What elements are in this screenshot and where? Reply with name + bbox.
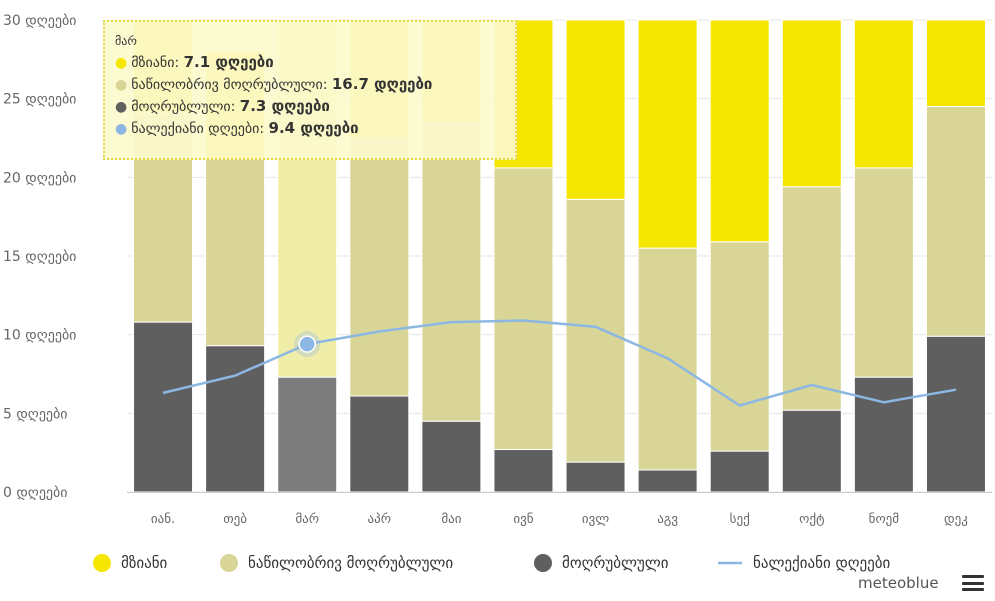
hamburger-menu-icon[interactable] (962, 575, 984, 591)
bar-partly-cloudy (925, 106, 986, 337)
bar-sunny (781, 19, 842, 188)
bar-overcast (133, 321, 194, 493)
x-tick-label: სექ (730, 512, 750, 527)
x-tick-label: ნოემ (869, 512, 899, 527)
bar-overcast (421, 420, 482, 493)
legend-marker[interactable] (220, 554, 238, 572)
line-point (298, 335, 316, 353)
bar-partly-cloudy (349, 137, 410, 397)
bar-sunny (709, 19, 770, 243)
tooltip-row-partly-cloudy: ● ნაწილობრივ მოღრუბლული: 16.7 დღეები (115, 74, 503, 96)
y-tick-label: 10 დღეები (3, 328, 76, 344)
tooltip-value: 9.4 დღეები (268, 119, 359, 137)
brand-logo[interactable]: meteoblue (858, 574, 939, 592)
x-tick-label: ივნ (513, 512, 533, 527)
tooltip-value: 7.3 დღეები (239, 97, 330, 115)
chart-tooltip: მარ ● მზიანი: 7.1 დღეები ● ნაწილობრივ მოღრ… (103, 20, 517, 160)
x-tick-label: ივლ (582, 512, 609, 527)
tooltip-label: ნაწილობრივ მოღრუბლული: (131, 77, 332, 93)
legend-marker[interactable] (93, 554, 111, 572)
bar-overcast (277, 376, 338, 493)
bar-overcast (925, 335, 986, 493)
x-tick-label: ოქტ (799, 512, 824, 527)
x-tick-label: იან. (151, 512, 175, 527)
tooltip-label: მოღრუბლული: (131, 99, 240, 115)
x-tick-label: მაი (441, 512, 461, 527)
tooltip-dot-sunny: ● (115, 55, 128, 71)
y-tick-label: 30 დღეები (3, 13, 76, 29)
bar-partly-cloudy (853, 167, 914, 378)
bar-overcast (349, 395, 410, 493)
tooltip-label: მზიანი: (131, 55, 184, 71)
bar-partly-cloudy (205, 157, 266, 347)
bar-partly-cloudy (421, 121, 482, 422)
x-tick-label: მარ (295, 512, 319, 527)
bar-sunny (853, 19, 914, 169)
bar-partly-cloudy (709, 241, 770, 452)
tooltip-dot-partly-cloudy: ● (115, 77, 128, 93)
legend-item-label[interactable]: მოღრუბლული (562, 554, 669, 572)
bar-overcast (493, 449, 554, 493)
bar-sunny (565, 19, 626, 200)
x-tick-label: აპრ (368, 512, 392, 527)
bar-overcast (205, 345, 266, 493)
bar-partly-cloudy (781, 186, 842, 411)
precipitation-line (162, 319, 957, 407)
y-tick-label: 5 დღეები (3, 406, 68, 422)
y-tick-label: 25 დღეები (3, 92, 76, 108)
tooltip-value: 16.7 დღეები (331, 75, 433, 93)
tooltip-title: მარ (115, 34, 137, 48)
bar-sunny (637, 19, 698, 249)
bar-overcast (853, 376, 914, 493)
y-tick-label: 20 დღეები (3, 170, 76, 186)
bar-overcast (637, 469, 698, 493)
y-tick-label: 0 დღეები (3, 485, 68, 501)
tooltip-value: 7.1 დღეები (183, 53, 274, 71)
legend-marker[interactable] (534, 554, 552, 572)
bar-partly-cloudy (493, 167, 554, 451)
tooltip-row-overcast: ● მოღრუბლული: 7.3 დღეები (115, 96, 503, 118)
tooltip-row-sunny: ● მზიანი: 7.1 დღეები (115, 52, 503, 74)
legend-item-label[interactable]: ნალექიანი დღეები (753, 554, 891, 572)
tooltip-dot-precipitation: ● (115, 121, 128, 137)
bar-sunny (925, 19, 986, 108)
bar-overcast (709, 450, 770, 493)
bar-overcast (781, 409, 842, 493)
x-tick-label: აგვ (657, 512, 678, 527)
tooltip-label: ნალექიანი დღეები: (131, 121, 269, 137)
legend-item-label[interactable]: მზიანი (121, 554, 168, 572)
bar-partly-cloudy (565, 198, 626, 463)
legend-item-label[interactable]: ნაწილობრივ მოღრუბლული (248, 554, 453, 572)
x-tick-label: დეკ (944, 512, 968, 527)
bar-overcast (565, 461, 626, 493)
tooltip-dot-overcast: ● (115, 99, 128, 115)
tooltip-row-precipitation: ● ნალექიანი დღეები: 9.4 დღეები (115, 118, 503, 140)
y-tick-label: 15 დღეები (3, 249, 76, 265)
x-tick-label: თებ (223, 512, 247, 527)
